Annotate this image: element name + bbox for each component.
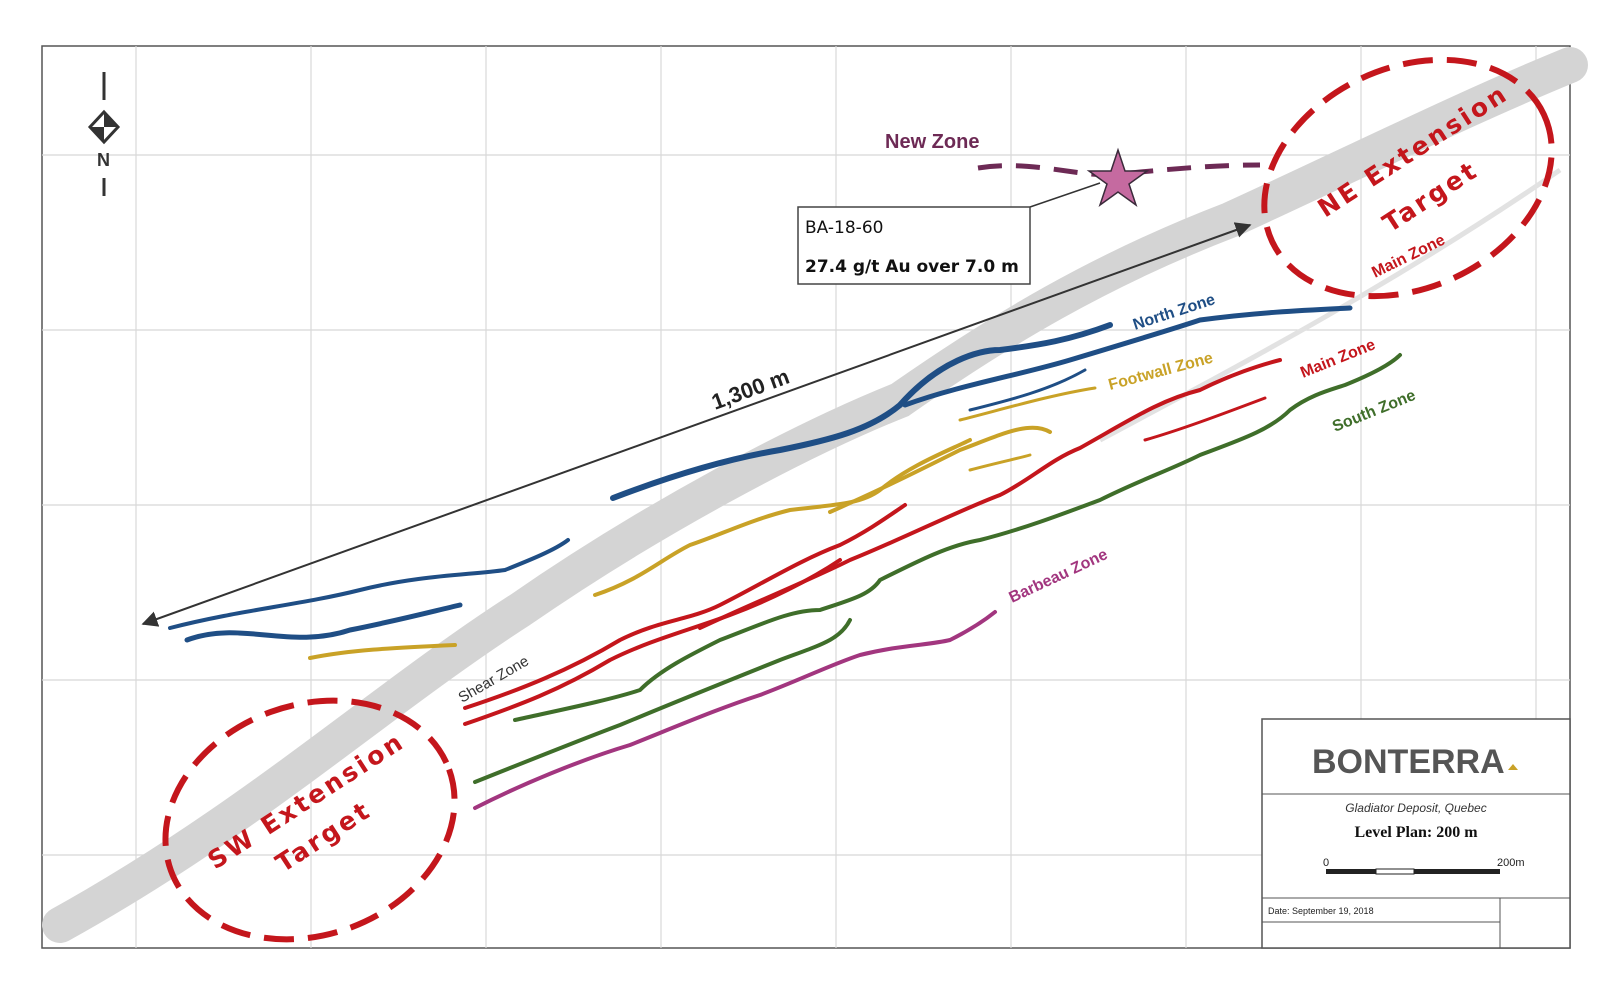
sw-extension-target-ring xyxy=(162,697,458,943)
south-zone-veins xyxy=(473,353,1402,784)
new-zone-label: New Zone xyxy=(885,131,979,153)
deposit-name: Gladiator Deposit, Quebec xyxy=(1345,801,1486,815)
north-arrow-label: N xyxy=(97,150,110,170)
scale-end: 200m xyxy=(1497,857,1525,869)
plan-date: Date: September 19, 2018 xyxy=(1268,906,1374,916)
callout-box xyxy=(797,206,1031,285)
logo-accent xyxy=(1508,764,1518,770)
main-zone-veins xyxy=(463,358,1282,726)
barbeau-zone-vein xyxy=(473,610,997,810)
scale-start: 0 xyxy=(1323,857,1329,869)
north-arrow: N xyxy=(87,72,121,196)
distance-arrow xyxy=(141,222,1252,627)
company-logo: BONTERRA xyxy=(1312,743,1505,781)
title-block: BONTERRA Gladiator Deposit, Quebec Level… xyxy=(1261,718,1571,949)
footwall-zone-veins xyxy=(308,386,1097,660)
callout-assay: 27.4 g/t Au over 7.0 m xyxy=(805,257,1019,277)
scale-bar xyxy=(1326,868,1500,875)
callout-hole-id: BA-18-60 xyxy=(805,218,883,238)
callout-leader xyxy=(1029,182,1101,208)
north-zone-veins xyxy=(168,305,1353,643)
ne-extension-target-ring xyxy=(1261,56,1555,300)
plan-title: Level Plan: 200 m xyxy=(1354,824,1478,841)
drill-hole-star-icon xyxy=(1086,147,1150,207)
